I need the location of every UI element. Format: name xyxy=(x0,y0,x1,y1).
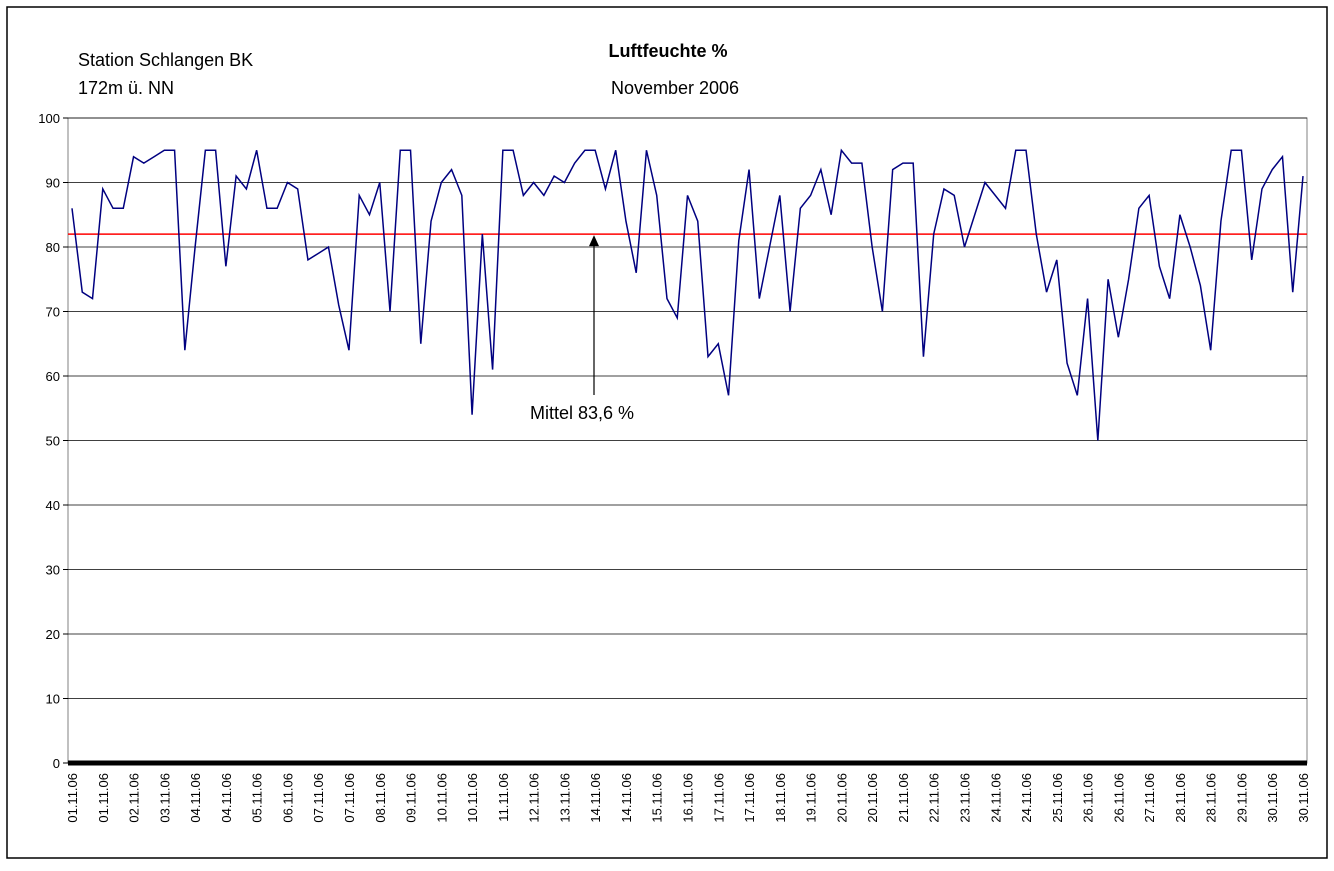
x-tick-label: 22.11.06 xyxy=(927,773,942,823)
x-tick-label: 06.11.06 xyxy=(280,773,295,823)
x-tick-label: 28.11.06 xyxy=(1204,773,1219,823)
x-tick-label: 29.11.06 xyxy=(1234,773,1249,823)
arrow-head xyxy=(589,235,599,247)
x-tick-label: 15.11.06 xyxy=(650,773,665,823)
chart-subtitle: November 2006 xyxy=(611,78,739,98)
x-tick-label: 17.11.06 xyxy=(742,773,757,823)
x-tick-label: 18.11.06 xyxy=(773,773,788,823)
x-tick-label: 24.11.06 xyxy=(1019,773,1034,823)
x-tick-label: 10.11.06 xyxy=(434,773,449,823)
x-tick-label: 17.11.06 xyxy=(711,773,726,823)
annotation: Mittel 83,6 % xyxy=(530,403,634,423)
x-tick-label: 14.11.06 xyxy=(588,773,603,823)
y-tick-label: 50 xyxy=(46,434,60,449)
y-tick-label: 70 xyxy=(46,305,60,320)
x-tick-label: 28.11.06 xyxy=(1173,773,1188,823)
frame xyxy=(6,6,1328,859)
y-tick-label: 60 xyxy=(46,369,60,384)
x-tick-label: 01.11.06 xyxy=(65,773,80,823)
x-tick-label: 12.11.06 xyxy=(527,773,542,823)
x-tick-label: 19.11.06 xyxy=(804,773,819,823)
y-tick-label: 10 xyxy=(46,692,60,707)
x-tick-label: 23.11.06 xyxy=(957,773,972,823)
x-tick-label: 04.11.06 xyxy=(219,773,234,823)
y-tick-label: 100 xyxy=(38,111,60,126)
x-tick-label: 16.11.06 xyxy=(681,773,696,823)
x-tick-label: 26.11.06 xyxy=(1081,773,1096,823)
x-tick-label: 07.11.06 xyxy=(311,773,326,823)
x-tick-label: 13.11.06 xyxy=(557,773,572,823)
station: Station Schlangen BK xyxy=(78,50,253,70)
x-tick-label: 09.11.06 xyxy=(404,773,419,823)
x-tick-label: 14.11.06 xyxy=(619,773,634,823)
x-tick-label: 30.11.06 xyxy=(1265,773,1280,823)
humidity-line xyxy=(71,148,1304,441)
x-tick-label: 07.11.06 xyxy=(342,773,357,823)
x-tick-label: 05.11.06 xyxy=(250,773,265,823)
altitude: 172m ü. NN xyxy=(78,78,174,98)
x-tick-label: 21.11.06 xyxy=(896,773,911,823)
y-tick-label: 90 xyxy=(46,176,60,191)
x-tick-label: 20.11.06 xyxy=(865,773,880,823)
x-tick-label: 25.11.06 xyxy=(1050,773,1065,823)
y-tick-label: 20 xyxy=(46,627,60,642)
x-tick-label: 20.11.06 xyxy=(834,773,849,823)
y-tick-label: 30 xyxy=(46,563,60,578)
chart-title: Luftfeuchte % xyxy=(609,41,728,61)
y-tick-label: 40 xyxy=(46,498,60,513)
x-tick-label: 10.11.06 xyxy=(465,773,480,823)
y-tick-label: 80 xyxy=(46,240,60,255)
x-tick-label: 24.11.06 xyxy=(988,773,1003,823)
x-tick-label: 01.11.06 xyxy=(96,773,111,823)
x-tick-label: 04.11.06 xyxy=(188,773,203,823)
y-tick-label: 0 xyxy=(53,756,60,771)
x-tick-label: 11.11.06 xyxy=(496,773,511,822)
x-tick-label: 02.11.06 xyxy=(127,773,142,823)
x-tick-label: 26.11.06 xyxy=(1111,773,1126,823)
x-tick-label: 27.11.06 xyxy=(1142,773,1157,823)
x-tick-label: 03.11.06 xyxy=(157,773,172,823)
x-tick-label: 08.11.06 xyxy=(373,773,388,823)
x-tick-label: 30.11.06 xyxy=(1296,773,1311,823)
